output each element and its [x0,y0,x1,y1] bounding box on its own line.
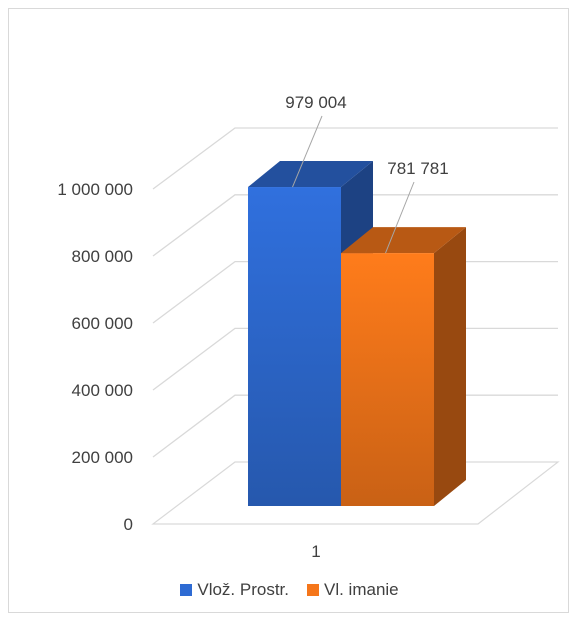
y-tick-label: 0 [124,515,133,534]
bar [248,187,341,506]
legend-label: Vlož. Prostr. [197,580,289,599]
legend-swatch [180,584,193,596]
bar-top [341,227,466,254]
y-tick-label: 1 000 000 [57,180,133,199]
y-tick-label: 600 000 [72,314,133,333]
y-tick-label: 400 000 [72,381,133,400]
legend-item: Vlož. Prostr. [180,580,289,600]
legend-swatch [307,584,319,596]
y-tick-label: 200 000 [72,448,133,467]
legend: Vlož. Prostr. Vl. imanie [0,580,579,600]
gridline [152,194,558,257]
data-label: 979 004 [285,93,346,112]
legend-item: Vl. imanie [307,580,399,600]
y-tick-label: 800 000 [72,247,133,266]
data-label-leader [292,115,323,188]
legend-label: Vl. imanie [324,580,399,599]
bar [341,253,434,506]
data-label: 781 781 [387,159,448,178]
x-tick-label: 1 [311,542,320,561]
data-label-leader [385,181,415,254]
bar-top [248,161,373,188]
bar-side [434,227,466,506]
gridline [152,127,558,190]
